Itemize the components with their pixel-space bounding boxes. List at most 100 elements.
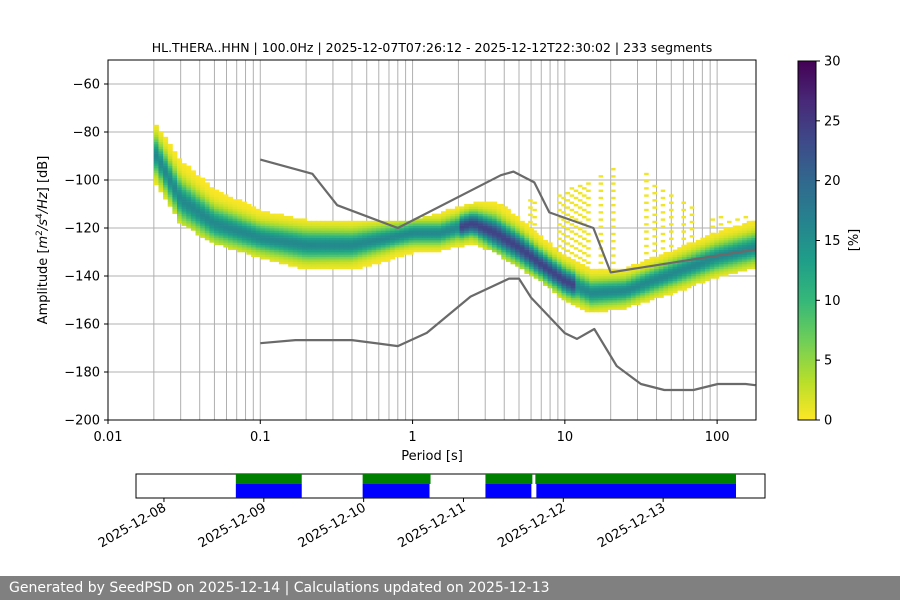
heatmap-cell — [274, 240, 280, 243]
heatmap-cell — [366, 230, 372, 234]
heatmap-cell — [325, 223, 331, 226]
heatmap-cell — [158, 144, 164, 147]
heatmap-cell — [681, 268, 687, 272]
heatmap-cell — [515, 225, 521, 229]
heatmap-cell — [751, 237, 756, 241]
heatmap-cell — [746, 261, 752, 265]
heatmap-cell — [607, 280, 613, 284]
heatmap-cell — [390, 220, 396, 224]
heatmap-cell — [269, 242, 275, 246]
heatmap-cell — [584, 271, 590, 274]
heatmap-cell — [538, 264, 544, 267]
heatmap-cell — [482, 237, 488, 241]
heatmap-cell — [237, 235, 243, 238]
heatmap-cell — [667, 268, 674, 272]
heatmap-cell — [695, 252, 701, 255]
heatmap-cell — [538, 273, 544, 277]
heatmap-cell — [394, 237, 400, 241]
heatmap-cell — [315, 230, 321, 234]
heatmap-cell — [297, 249, 303, 253]
heatmap-cell — [672, 252, 678, 255]
heatmap-cell — [649, 292, 655, 296]
data-availability-timeline: 2025-12-08 2025-12-09 2025-12-10 2025-12-11… — [96, 473, 766, 551]
heatmap-cell — [269, 230, 275, 234]
heatmap-cell — [626, 266, 632, 270]
heatmap-cell — [255, 230, 261, 234]
heatmap-cell — [640, 292, 646, 296]
heatmap-cell — [214, 220, 220, 224]
heatmap-cell — [667, 278, 674, 282]
heatmap-cell — [505, 256, 511, 260]
heatmap-cell — [167, 194, 173, 198]
heatmap-cell — [529, 259, 535, 262]
heatmap-cell — [584, 290, 590, 294]
heatmap-cell — [695, 249, 701, 253]
heatmap-cell — [714, 259, 720, 262]
heatmap-cell — [195, 208, 201, 212]
heatmap-cell — [454, 232, 460, 236]
heatmap-cell — [542, 254, 548, 258]
heatmap-cell — [598, 304, 604, 308]
heatmap-cell — [556, 288, 562, 291]
heatmap-cell — [441, 244, 447, 248]
heatmap-cell — [584, 276, 590, 279]
heatmap-cell — [454, 244, 460, 248]
heatmap-cell — [515, 220, 521, 224]
heatmap-cell — [496, 237, 502, 241]
heatmap-cell — [649, 266, 655, 270]
heatmap-cell — [200, 218, 206, 222]
heatmap-cell — [710, 225, 715, 228]
heatmap-cell — [598, 290, 604, 294]
heatmap-cell — [644, 259, 649, 262]
heatmap-cell — [353, 235, 359, 238]
heatmap-cell — [649, 283, 655, 286]
heatmap-cell — [450, 218, 456, 222]
heatmap-cell — [385, 256, 391, 260]
heatmap-cell — [569, 230, 575, 233]
heatmap-cell — [501, 232, 507, 236]
heatmap-cell — [163, 160, 169, 164]
heatmap-cell — [644, 290, 650, 294]
heatmap-cell — [306, 220, 312, 224]
heatmap-cell — [626, 276, 632, 279]
heatmap-cell — [524, 247, 530, 250]
heatmap-cell — [519, 249, 525, 253]
heatmap-cell — [667, 276, 674, 279]
heatmap-cell — [177, 204, 183, 207]
heatmap-cell — [737, 268, 743, 272]
heatmap-cell — [529, 252, 535, 255]
heatmap-cell — [195, 228, 201, 231]
heatmap-cell — [158, 184, 164, 188]
heatmap-cell — [232, 228, 238, 231]
heatmap-cell — [153, 144, 159, 147]
heatmap-cell — [288, 256, 294, 260]
heatmap-cell — [515, 261, 521, 265]
heatmap-cell — [501, 249, 507, 253]
heatmap-cell — [353, 240, 359, 243]
heatmap-cell — [265, 220, 271, 224]
heatmap-cell — [746, 220, 752, 224]
heatmap-cell — [306, 225, 312, 229]
heatmap-cell — [223, 213, 229, 217]
heatmap-cell — [589, 290, 595, 294]
heatmap-cell — [573, 204, 579, 207]
heatmap-cell — [644, 172, 649, 176]
availability-bar — [362, 474, 431, 484]
heatmap-cell — [700, 278, 706, 282]
heatmap-cell — [593, 268, 599, 272]
heatmap-cell — [214, 196, 220, 200]
heatmap-cell — [177, 184, 183, 188]
heatmap-cell — [214, 228, 220, 231]
heatmap-cell — [533, 261, 539, 265]
heatmap-cell — [186, 172, 192, 176]
heatmap-cell — [542, 264, 548, 267]
heatmap-cell — [464, 230, 470, 234]
heatmap-cell — [598, 300, 604, 303]
heatmap-cell — [654, 273, 660, 277]
heatmap-cell — [306, 228, 312, 231]
heatmap-cell — [491, 232, 498, 236]
heatmap-cell — [441, 220, 447, 224]
heatmap-cell — [297, 266, 303, 270]
heatmap-cell — [190, 180, 196, 183]
heatmap-cell — [737, 256, 743, 260]
